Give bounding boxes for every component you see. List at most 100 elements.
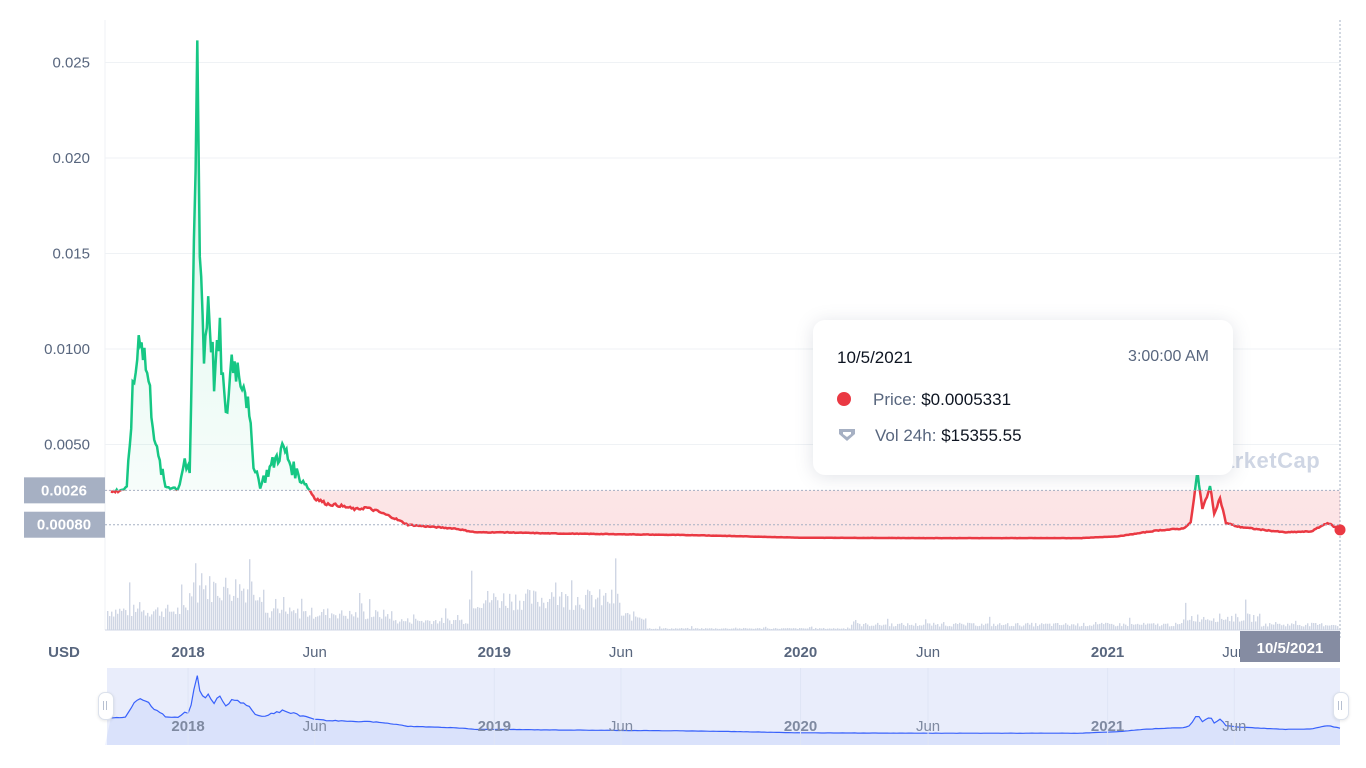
volume-bar (1235, 613, 1237, 630)
current-price-dot[interactable] (1334, 524, 1346, 536)
volume-bar (837, 628, 839, 630)
volume-bar (949, 625, 951, 630)
volume-bar (783, 628, 785, 630)
volume-bar (541, 597, 543, 630)
volume-bar (481, 607, 483, 630)
volume-bar (1201, 619, 1203, 630)
volume-bar (423, 622, 425, 630)
volume-bar (913, 625, 915, 630)
volume-bar (675, 628, 677, 630)
volume-bar (979, 625, 981, 630)
volume-bar (779, 628, 781, 630)
volume-bar (149, 616, 151, 630)
volume-bar (775, 628, 777, 630)
volume-bar (569, 609, 571, 630)
volume-bar (647, 628, 649, 630)
volume-bar (311, 607, 313, 630)
volume-bar (1069, 625, 1071, 630)
volume-bar (125, 610, 127, 630)
tooltip-price-value: $0.0005331 (921, 390, 1012, 409)
volume-bar (535, 591, 537, 630)
volume-bar (1013, 626, 1015, 630)
volume-bar (501, 601, 503, 630)
volume-bar (259, 597, 261, 630)
volume-bar (109, 616, 111, 630)
volume-bar (1227, 616, 1229, 630)
volume-bar (701, 628, 703, 630)
volume-bar (179, 613, 181, 630)
tooltip: 10/5/2021 3:00:00 AM Price: $0.0005331 V… (813, 320, 1233, 475)
volume-bar (713, 628, 715, 630)
price-area-down (105, 490, 1340, 539)
volume-bar (241, 590, 243, 630)
volume-bar (1249, 614, 1251, 630)
volume-bar (707, 628, 709, 630)
volume-bar (381, 618, 383, 630)
volume-bar (595, 599, 597, 630)
volume-bar (1061, 625, 1063, 630)
volume-bar (513, 610, 515, 630)
volume-bar (275, 598, 277, 630)
volume-bar (953, 623, 955, 630)
volume-bar (759, 628, 761, 630)
volume-bar (829, 628, 831, 630)
volume-bar (1015, 623, 1017, 630)
navigator-tick-label: Jun (916, 718, 940, 735)
volume-bar (1131, 624, 1133, 630)
volume-bar (487, 590, 489, 630)
volume-bar (529, 590, 531, 630)
volume-bar (371, 617, 373, 630)
volume-bar (467, 623, 469, 630)
volume-bar (1253, 615, 1255, 630)
volume-bar (831, 628, 833, 630)
volume-bar (1177, 624, 1179, 630)
volume-bar (911, 624, 913, 630)
volume-bar (507, 607, 509, 630)
volume-bar (877, 622, 879, 630)
volume-bar (141, 611, 143, 630)
currency-label: USD (48, 644, 80, 661)
volume-bar (267, 612, 269, 630)
volume-bar (413, 614, 415, 630)
volume-bar (1111, 623, 1113, 630)
volume-bar (633, 611, 635, 630)
tooltip-time: 3:00:00 AM (1128, 348, 1209, 365)
volume-bar (897, 623, 899, 630)
volume-bar (841, 628, 843, 630)
volume-bar (433, 621, 435, 630)
volume-bar (193, 582, 195, 630)
volume-bar (695, 628, 697, 630)
volume-bar (563, 607, 565, 630)
open-price-badge (24, 477, 105, 504)
volume-bar (285, 611, 287, 630)
navigator-right-handle[interactable] (1333, 692, 1349, 720)
volume-bar (545, 608, 547, 630)
volume-bar (505, 605, 507, 630)
volume-bar (673, 628, 675, 630)
tooltip-price-label: Price: (873, 390, 917, 409)
navigator-left-handle[interactable] (98, 692, 114, 720)
range-navigator[interactable]: 2018 Jun 2019 Jun 2020 Jun 2021 Jun (105, 668, 1341, 745)
volume-bar (821, 628, 823, 630)
volume-bar (1217, 621, 1219, 630)
volume-bar (1071, 624, 1073, 630)
volume-bar (761, 628, 763, 630)
volume-bar (279, 613, 281, 630)
volume-bar (439, 621, 441, 630)
volume-bar (1307, 623, 1309, 630)
tooltip-date: 10/5/2021 (837, 348, 913, 367)
volume-bar (549, 598, 551, 630)
volume-bar (1255, 621, 1257, 630)
volume-bar (1303, 626, 1305, 630)
volume-bar (637, 617, 639, 630)
volume-bar (965, 625, 967, 630)
grid-lines (104, 20, 1341, 640)
volume-bar (819, 628, 821, 630)
volume-bar (283, 597, 285, 630)
volume-bar (399, 621, 401, 630)
volume-bar (811, 626, 813, 630)
volume-bar (1135, 624, 1137, 630)
volume-bar (1053, 623, 1055, 630)
volume-bar (907, 623, 909, 630)
